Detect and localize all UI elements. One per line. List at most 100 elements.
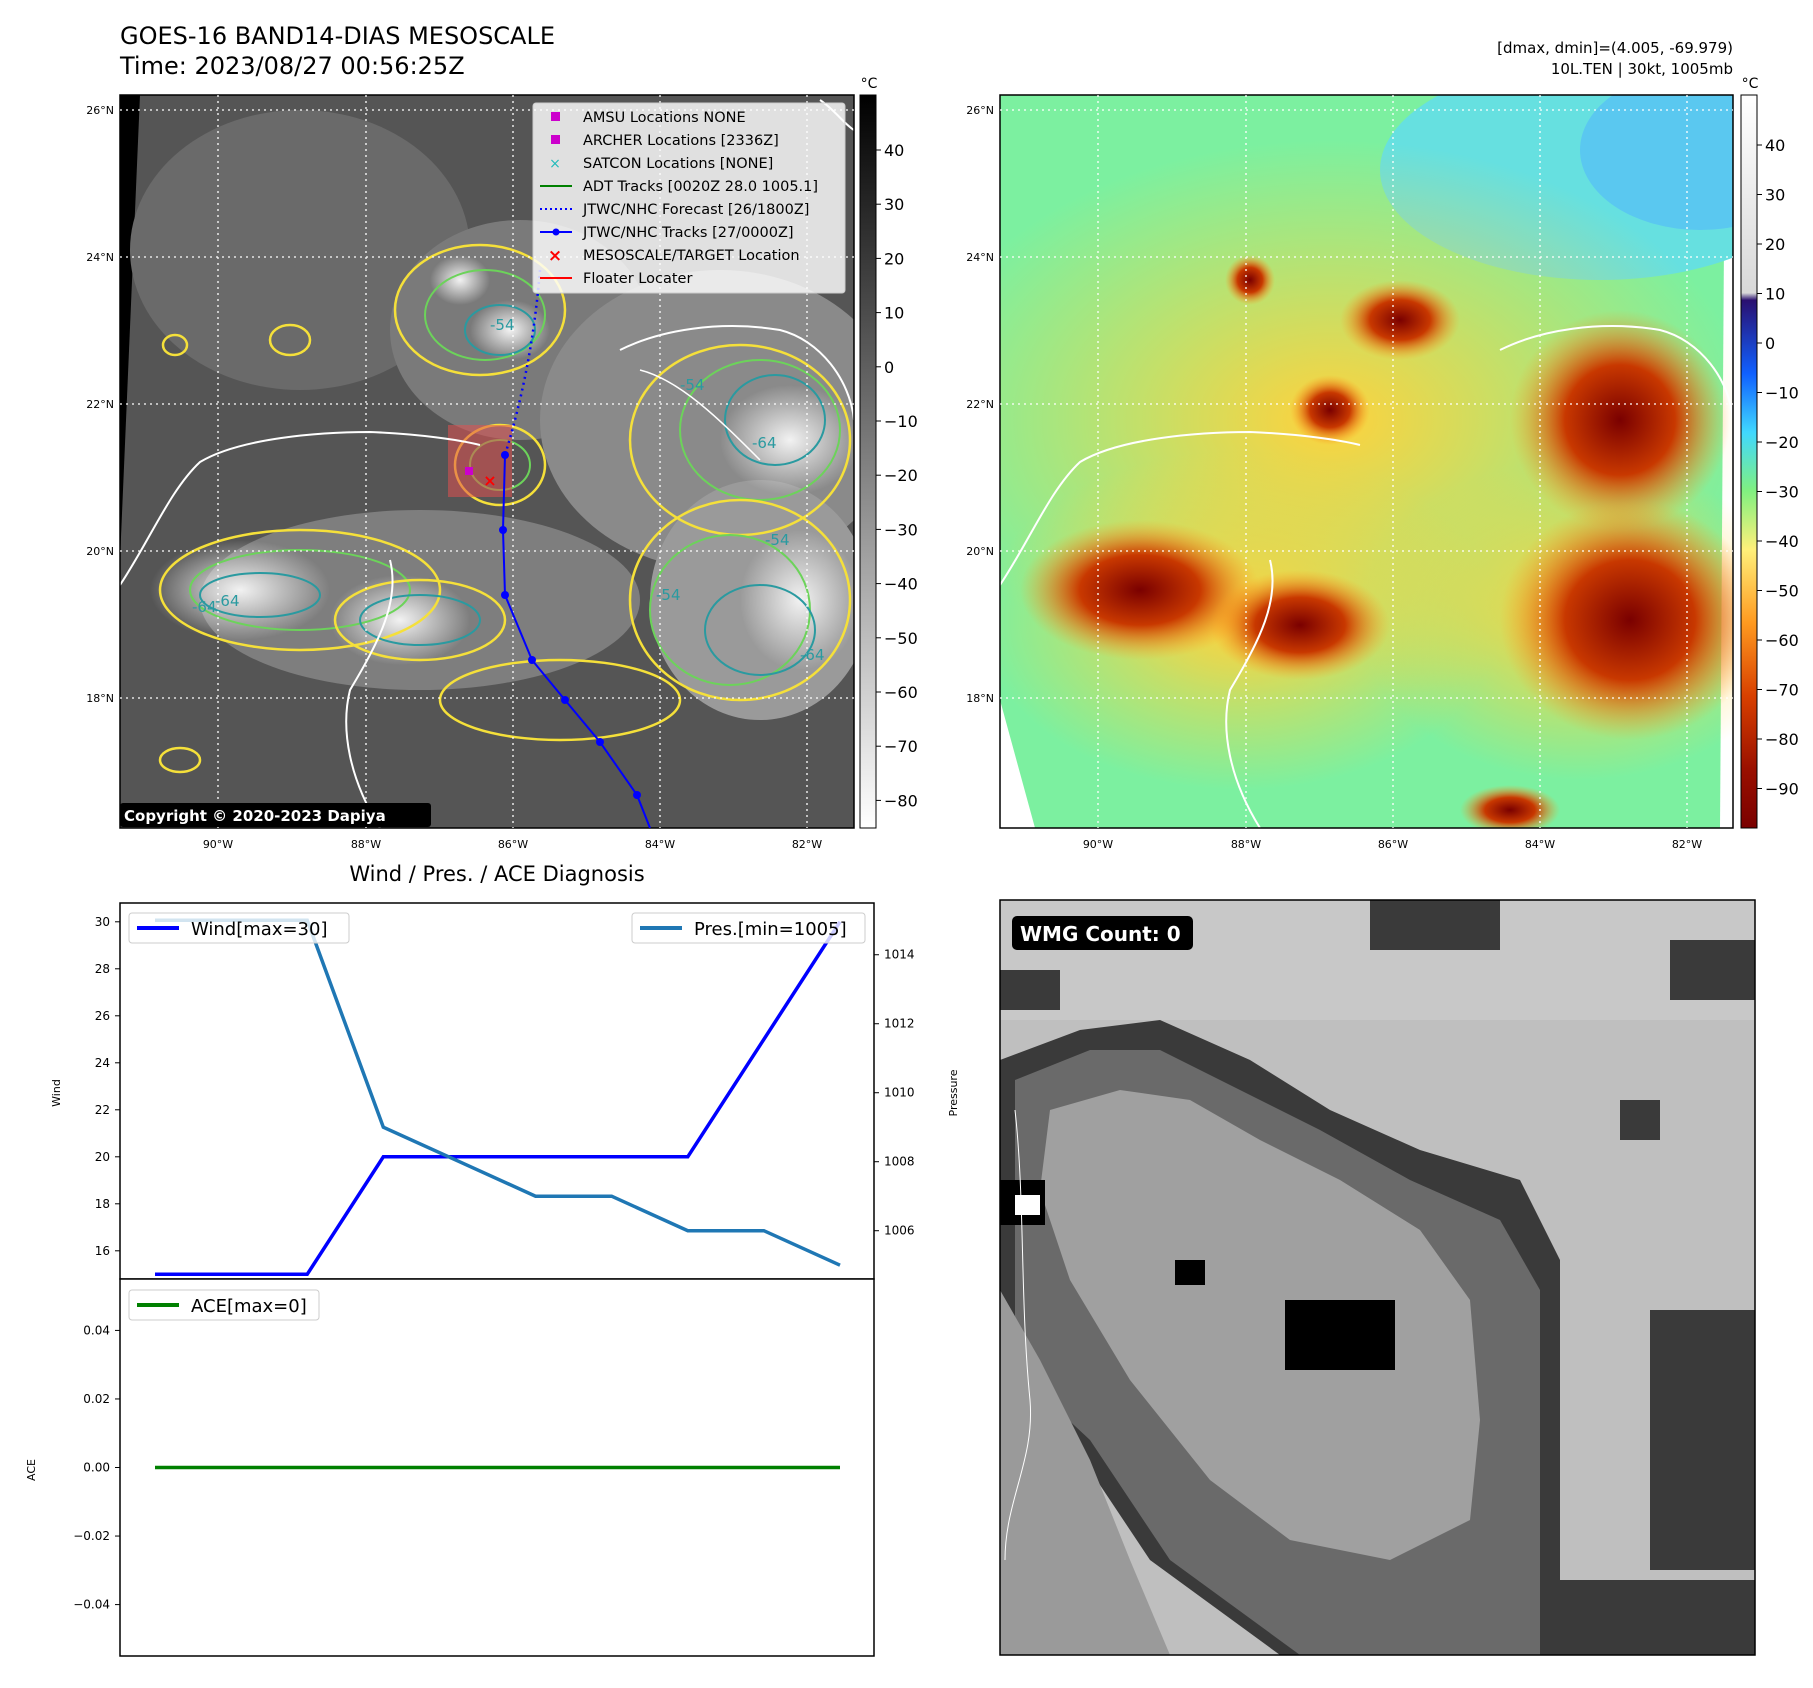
ir-legend-label: ADT Tracks [0020Z 28.0 1005.1] xyxy=(583,179,818,195)
lat-label: 22°N xyxy=(86,398,114,411)
ace-tick-label: −0.04 xyxy=(73,1598,110,1612)
ace-tick-label: 0.00 xyxy=(83,1461,110,1475)
ir-colorbar-unit: °C xyxy=(861,76,878,92)
dias-map-panel: 26°N 24°N 22°N 20°N 18°N 90°W 88°W 86°W 84°W 82°… xyxy=(966,76,1799,851)
contour-label: -64 xyxy=(752,434,777,452)
ir-legend-label: SATCON Locations [NONE] xyxy=(583,156,773,172)
pressure-tick-label: 1006 xyxy=(884,1224,915,1238)
ir-legend-item: × MESOSCALE/TARGET Location xyxy=(548,246,800,266)
wmg-count-box xyxy=(1012,916,1193,950)
dias-colorbar-unit: °C xyxy=(1742,76,1759,92)
ir-legend-label: JTWC/NHC Forecast [26/1800Z] xyxy=(582,202,809,218)
colorbar-tick-label: −50 xyxy=(1765,582,1799,601)
wind-legend: Wind[max=30] xyxy=(128,912,350,944)
ir-legend: AMSU Locations NONE ARCHER Locations [233… xyxy=(532,102,846,294)
colorbar-tick-label: 20 xyxy=(884,249,904,268)
ir-legend-item: ADT Tracks [0020Z 28.0 1005.1] xyxy=(540,179,818,195)
wind-tick-label: 18 xyxy=(95,1197,110,1211)
pressure-tick-label: 1014 xyxy=(884,948,915,962)
track-point xyxy=(528,656,536,664)
track-point xyxy=(633,791,641,799)
dias-imagery xyxy=(1000,95,1733,828)
dias-colorbar-ticks: 40 30 20 10 0 −10 −20 −30 −40 −50 −60 −70 −80 −90 xyxy=(1757,136,1799,799)
ace-tick-label: 0.04 xyxy=(83,1323,110,1337)
lon-label: 82°W xyxy=(1672,838,1702,851)
colorbar-tick-label: 0 xyxy=(884,358,894,377)
colorbar-tick-label: 10 xyxy=(1765,285,1785,304)
contour-label: -64 xyxy=(800,646,825,664)
colorbar-tick-label: −70 xyxy=(884,737,918,756)
ir-legend-item: JTWC/NHC Tracks [27/0000Z] xyxy=(540,225,794,241)
legend-x-marker: × xyxy=(548,246,562,266)
ace-chart: −0.04 −0.02 0.00 0.02 0.04 ACE ACE[max=0] xyxy=(25,1278,875,1657)
track-point xyxy=(499,526,507,534)
contour-label: -54 xyxy=(680,376,705,394)
diagnosis-title: Wind / Pres. / ACE Diagnosis xyxy=(349,862,644,886)
ir-legend-item: JTWC/NHC Forecast [26/1800Z] xyxy=(540,202,809,218)
lon-label: 84°W xyxy=(1525,838,1555,851)
colorbar-tick-label: 30 xyxy=(1765,186,1785,205)
dias-gridlines xyxy=(1000,95,1733,828)
colorbar-tick-label: −30 xyxy=(884,520,918,539)
track-point xyxy=(501,591,509,599)
wind-line xyxy=(155,920,842,1277)
ir-contour-labels: -64-64-54-54-54-64-64-54 xyxy=(192,316,825,664)
lat-label: 26°N xyxy=(966,104,994,117)
wind-tick-label: 16 xyxy=(95,1244,110,1258)
ir-legend-label: Floater Locater xyxy=(583,271,692,287)
colorbar-tick-label: −60 xyxy=(1765,631,1799,650)
track-point xyxy=(596,738,604,746)
pressure-tick-label: 1008 xyxy=(884,1155,915,1169)
colorbar-tick-label: −10 xyxy=(1765,384,1799,403)
lon-label: 82°W xyxy=(792,838,822,851)
stats-text: [dmax, dmin]=(4.005, -69.979) xyxy=(1497,39,1733,57)
lat-label: 22°N xyxy=(966,398,994,411)
colorbar-tick-label: −80 xyxy=(1765,730,1799,749)
track-point xyxy=(561,696,569,704)
colorbar-tick-label: −10 xyxy=(884,412,918,431)
wind-legend-label: Wind[max=30] xyxy=(191,919,328,940)
lat-label: 24°N xyxy=(966,251,994,264)
colorbar-tick-label: 30 xyxy=(884,195,904,214)
ir-colorbar-ticks: 40 30 20 10 0 −10 −20 −30 −40 −50 −60 −70 −80 xyxy=(876,141,918,810)
colorbar-tick-label: −60 xyxy=(884,683,918,702)
ace-tick-label: 0.02 xyxy=(83,1392,110,1406)
colorbar-tick-label: −50 xyxy=(884,629,918,648)
ir-colorbar xyxy=(859,94,877,829)
colorbar-tick-label: 0 xyxy=(1765,334,1775,353)
colorbar-tick-label: −80 xyxy=(884,791,918,810)
ir-legend-label: JTWC/NHC Tracks [27/0000Z] xyxy=(582,225,794,241)
colorbar-tick-label: −20 xyxy=(884,466,918,485)
ir-legend-label: ARCHER Locations [2336Z] xyxy=(583,133,779,149)
lat-label: 24°N xyxy=(86,251,114,264)
lon-label: 90°W xyxy=(1083,838,1113,851)
colorbar-tick-label: −20 xyxy=(1765,433,1799,452)
lon-label: 86°W xyxy=(1378,838,1408,851)
jtwc-nhc-track: × xyxy=(465,269,651,828)
lat-label: 26°N xyxy=(86,104,114,117)
lat-label: 20°N xyxy=(86,545,114,558)
track-point xyxy=(501,451,509,459)
ir-legend-label: MESOSCALE/TARGET Location xyxy=(583,248,800,264)
wind-tick-label: 22 xyxy=(95,1103,110,1117)
copyright-text: Copyright © 2020-2023 Dapiya xyxy=(124,807,386,825)
lon-label: 88°W xyxy=(1231,838,1261,851)
contour-label: -64 xyxy=(215,592,240,610)
ir-legend-item: × SATCON Locations [NONE] xyxy=(549,156,773,172)
dias-colorbar xyxy=(1740,94,1758,829)
colorbar-tick-label: −30 xyxy=(1765,483,1799,502)
ace-tick-label: −0.02 xyxy=(73,1529,110,1543)
colorbar-tick-label: −40 xyxy=(884,575,918,594)
ir-lon-labels: 90°W 88°W 86°W 84°W 82°W xyxy=(203,838,822,851)
target-location-marker: × xyxy=(483,471,496,490)
legend-cross-marker: × xyxy=(549,156,561,172)
dias-map-frame xyxy=(999,94,1734,829)
contour-label: -64 xyxy=(192,598,217,616)
contour-label: -54 xyxy=(490,316,515,334)
ace-ylabel: ACE xyxy=(25,1459,38,1481)
ir-legend-item: ARCHER Locations [2336Z] xyxy=(551,133,779,149)
wind-tick-label: 20 xyxy=(95,1150,110,1164)
ir-gridlines xyxy=(120,95,854,828)
contour-label: -54 xyxy=(765,531,790,549)
